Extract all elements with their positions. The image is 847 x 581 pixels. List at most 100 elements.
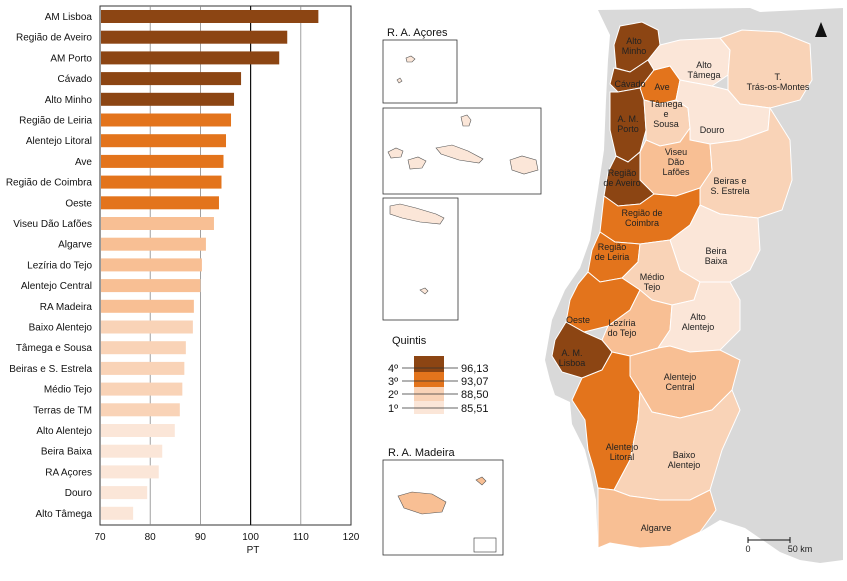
region-alto-alentejo <box>656 281 741 353</box>
region-label: T. <box>774 72 781 82</box>
region-label: Lafões <box>662 167 690 177</box>
category-label: AM Lisboa <box>45 12 93 23</box>
region-label: Beiras e <box>713 176 746 186</box>
island-shape <box>397 491 447 515</box>
category-label: Alentejo Litoral <box>26 136 92 147</box>
region-label: do Tejo <box>608 328 637 338</box>
legend-quintile-label: 3º <box>388 376 398 388</box>
legend-title: Quintis <box>392 335 427 347</box>
category-label: Alto Alentejo <box>36 426 92 437</box>
legend-threshold-value: 85,51 <box>461 403 489 415</box>
bar <box>101 217 214 230</box>
bar <box>101 51 280 65</box>
region-label: Coimbra <box>625 218 659 228</box>
region-label: Lezíria <box>608 318 635 328</box>
region-t-tr-s-os-montes <box>719 29 813 109</box>
bar <box>101 175 222 189</box>
island-shape <box>405 55 416 63</box>
region-label: Lisboa <box>559 358 586 368</box>
bar <box>101 154 224 168</box>
bar <box>101 486 148 500</box>
inset-acores-west-frame <box>382 39 458 104</box>
bar <box>101 341 186 355</box>
legend-threshold-value: 88,50 <box>461 389 489 401</box>
category-label: Médio Tejo <box>44 385 93 396</box>
legend-quintile-label: 4º <box>388 363 398 375</box>
island-shape <box>509 155 539 175</box>
island-shape <box>407 156 427 170</box>
region-label: Tejo <box>644 282 661 292</box>
region-label: Alto <box>690 312 706 322</box>
category-label: Alentejo Central <box>21 281 92 292</box>
island-insets: R. A. Açores R. A. Madeira <box>382 27 542 556</box>
region-label: Sousa <box>653 119 679 129</box>
bar <box>101 113 232 127</box>
region-label: Ave <box>654 82 669 92</box>
category-label: AM Porto <box>50 53 92 64</box>
legend-quintile-label: 2º <box>388 389 398 401</box>
category-label: Região de Aveiro <box>16 33 92 44</box>
north-arrow-icon <box>815 22 827 37</box>
region-label: Tâmega <box>649 99 682 109</box>
region-label: Alentejo <box>606 442 639 452</box>
region-label: Alentejo <box>668 460 701 470</box>
island-shape <box>389 203 445 225</box>
category-label: Lezíria do Tejo <box>27 260 92 271</box>
island-shape <box>435 144 484 164</box>
category-label: Baixo Alentejo <box>29 323 93 334</box>
region-label: Região <box>608 168 637 178</box>
category-label: Região de Leiria <box>19 116 92 127</box>
x-tick-label: 90 <box>195 532 207 543</box>
category-label: RA Madeira <box>40 302 93 313</box>
bar <box>101 72 242 86</box>
x-axis-ticks: 70 80 90 100 110 120 <box>94 532 359 543</box>
category-label: Alto Minho <box>45 95 93 106</box>
category-label: Beiras e S. Estrela <box>9 364 92 375</box>
x-tick-label: 110 <box>293 532 309 543</box>
region-label: Alentejo <box>682 322 715 332</box>
category-label: Viseu Dão Lafões <box>13 219 92 230</box>
region-label: Minho <box>622 46 647 56</box>
category-label: Tâmega e Sousa <box>16 343 93 354</box>
category-label: Cávado <box>58 74 93 85</box>
region-label: Alentejo <box>664 372 697 382</box>
region-label: Beira <box>705 246 726 256</box>
legend-swatch-q4 <box>414 356 444 372</box>
region-label: Viseu <box>665 147 687 157</box>
bar-chart: AM Lisboa Região de Aveiro AM Porto Cávado A… <box>6 5 360 556</box>
scale-bar: 0 50 km <box>745 537 812 554</box>
bar <box>101 506 134 520</box>
region-label: Região <box>598 242 627 252</box>
bar <box>101 134 227 148</box>
region-label: Alto <box>626 36 642 46</box>
region-label: Baixa <box>705 256 728 266</box>
region-label: Dão <box>668 157 685 167</box>
region-label: e <box>663 109 668 119</box>
bar <box>101 258 202 272</box>
island-shape <box>396 77 403 84</box>
bar-series <box>101 10 319 520</box>
region-label: de Leiria <box>595 252 630 262</box>
region-label: Douro <box>700 125 725 135</box>
legend-threshold-value: 96,13 <box>461 363 489 375</box>
region-label: de Aveiro <box>603 178 640 188</box>
region-label: Litoral <box>610 452 635 462</box>
region-label: Tâmega <box>687 70 720 80</box>
nuts3-regions <box>551 21 813 549</box>
island-shape <box>419 287 429 295</box>
bar <box>101 10 319 23</box>
bar <box>101 320 193 334</box>
x-axis-label: PT <box>247 545 260 556</box>
category-label: RA Açores <box>45 467 92 478</box>
inset-sub-frame <box>473 537 497 553</box>
island-shape <box>460 114 472 127</box>
bar <box>101 361 185 375</box>
category-label: Douro <box>65 488 93 499</box>
region-algarve <box>597 487 717 549</box>
category-label: Oeste <box>65 198 92 209</box>
bar <box>101 465 159 479</box>
quintile-legend: Quintis 4º 96,13 3º 93,07 2º 88,50 1º 85,51 <box>388 335 489 415</box>
